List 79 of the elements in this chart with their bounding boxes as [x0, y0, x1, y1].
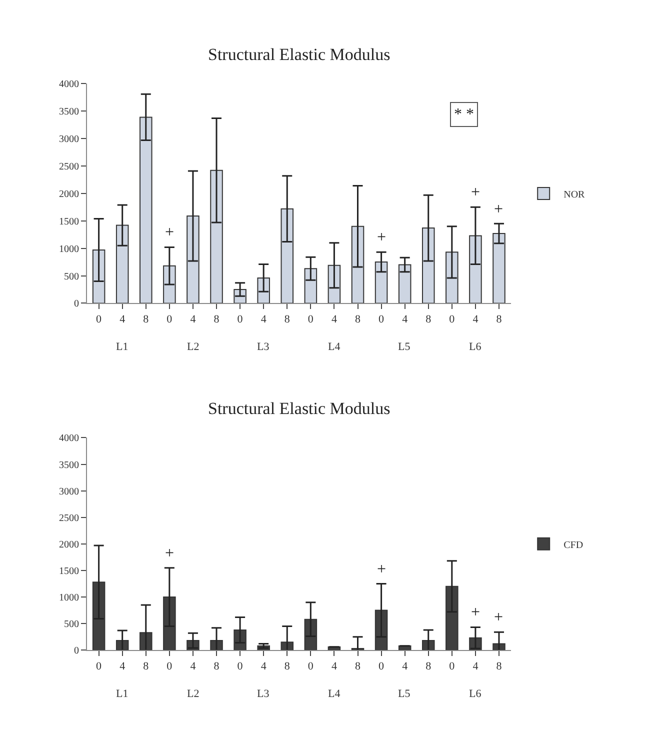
annotation: +	[471, 184, 480, 201]
x-tick-label: 0	[96, 313, 102, 326]
annotation: +	[165, 224, 174, 241]
text: L3	[257, 341, 270, 353]
y-tick-label: 4000	[59, 433, 80, 444]
x-tick-label: 8	[355, 660, 361, 672]
text: L1	[116, 688, 128, 700]
annotation: +	[377, 561, 386, 578]
annotation: +	[471, 604, 480, 621]
x-tick-label: 8	[143, 313, 150, 326]
y-tick-label: 1500	[59, 566, 80, 577]
x-tick-label: 4	[472, 313, 479, 326]
text: L4	[328, 688, 341, 700]
legend-label: CFD	[564, 540, 584, 551]
x-tick-label: 8	[214, 660, 220, 672]
x-tick-label: 8	[496, 660, 502, 672]
y-tick-label: 2500	[59, 512, 80, 524]
text: L2	[187, 341, 200, 353]
text: L5	[398, 341, 411, 353]
y-tick-label: 3000	[59, 486, 80, 498]
annotation: +	[377, 229, 386, 246]
y-tick-label: 3000	[59, 134, 80, 146]
annotation: +	[165, 545, 174, 562]
y-tick-label: 4000	[59, 79, 80, 90]
x-tick-label: 4	[120, 313, 126, 326]
x-tick-label: 4	[260, 313, 267, 326]
x-tick-label: 4	[402, 313, 408, 326]
x-tick-label: 8	[426, 660, 432, 672]
annotation: +	[494, 609, 504, 626]
x-tick-label: 0	[378, 313, 385, 326]
text: L4	[328, 341, 341, 353]
x-tick-label: 8	[355, 313, 361, 326]
y-tick-label: 0	[74, 646, 80, 657]
x-tick-label: 4	[260, 660, 267, 672]
x-tick-label: 8	[214, 313, 220, 326]
x-tick-label: 0	[308, 313, 314, 326]
y-tick-label: 0	[74, 298, 80, 310]
y-tick-label: 2000	[59, 188, 80, 200]
y-tick-label: 1000	[59, 244, 80, 255]
x-tick-label: 0	[449, 313, 456, 326]
chart-title: Structural Elastic Modulus	[208, 45, 390, 64]
x-tick-label: 8	[143, 660, 150, 672]
x-tick-label: 0	[449, 660, 456, 672]
x-tick-label: 4	[402, 660, 408, 672]
chart-title: Structural Elastic Modulus	[208, 399, 390, 418]
y-tick-label: 2500	[59, 162, 80, 173]
x-tick-label: 4	[331, 660, 338, 672]
x-tick-label: 8	[284, 313, 290, 326]
annotation: * *	[454, 106, 474, 123]
x-tick-label: 4	[190, 660, 196, 672]
x-tick-label: 0	[166, 660, 173, 672]
x-tick-label: 4	[331, 313, 338, 326]
x-tick-label: 8	[426, 313, 432, 326]
x-tick-label: 8	[496, 313, 502, 326]
y-tick-label: 3500	[59, 460, 80, 471]
y-tick-label: 3500	[59, 106, 80, 118]
x-tick-label: 8	[284, 660, 290, 672]
text: L6	[469, 688, 482, 700]
x-tick-label: 0	[237, 313, 244, 326]
x-tick-label: 4	[472, 660, 479, 672]
text: L3	[257, 688, 270, 700]
text: L1	[116, 341, 128, 353]
x-tick-label: 0	[237, 660, 244, 672]
y-tick-label: 1000	[59, 592, 80, 604]
x-tick-label: 0	[166, 313, 173, 326]
x-tick-label: 0	[378, 660, 385, 672]
annotation: +	[494, 201, 504, 218]
y-tick-label: 500	[64, 271, 80, 282]
x-tick-label: 4	[120, 660, 126, 672]
y-tick-label: 2000	[59, 539, 80, 550]
text: L6	[469, 341, 482, 353]
x-tick-label: 0	[308, 660, 314, 672]
y-tick-label: 1500	[59, 216, 80, 228]
x-tick-label: 0	[96, 660, 102, 672]
text: L5	[398, 688, 411, 700]
y-tick-label: 500	[64, 619, 80, 630]
x-tick-label: 4	[190, 313, 196, 326]
legend-label: NOR	[564, 189, 586, 200]
text: L2	[187, 688, 200, 700]
